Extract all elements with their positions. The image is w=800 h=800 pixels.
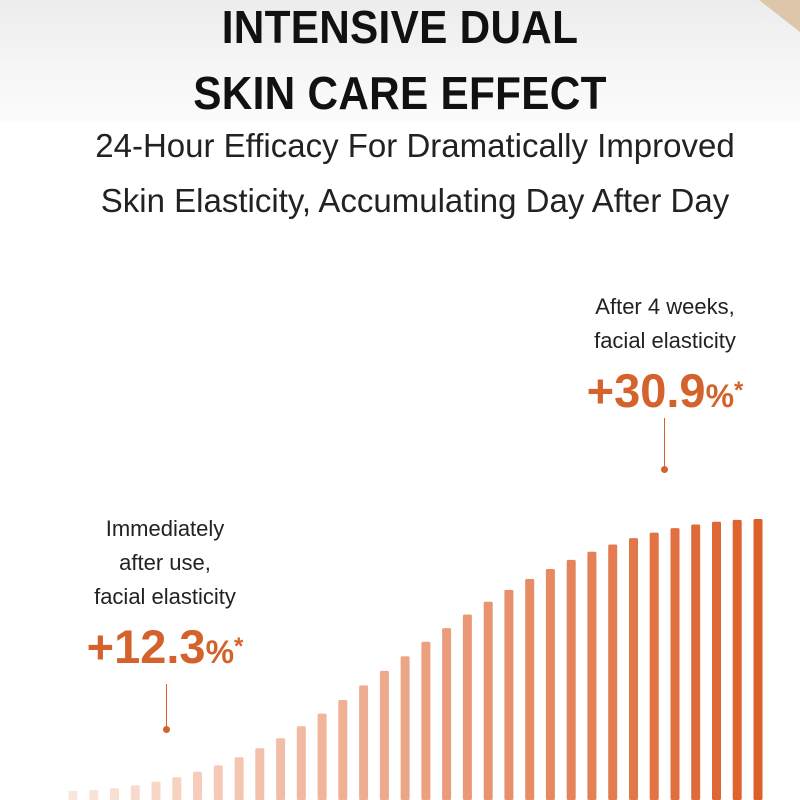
- callout-left-number: +12.3: [86, 620, 206, 673]
- chart-bar-7: [193, 771, 202, 800]
- callout-right-unit: %: [705, 378, 735, 414]
- chart-bar-27: [608, 544, 618, 800]
- chart-bar-20: [462, 614, 472, 800]
- chart-bar-5: [151, 781, 161, 800]
- chart-bar-12: [296, 726, 306, 800]
- chart-bar-14: [338, 700, 348, 800]
- callout-left-unit: %: [205, 634, 235, 670]
- chart-bar-34: [753, 519, 763, 800]
- chart-bar-24: [545, 569, 555, 800]
- chart-bar-6: [172, 777, 182, 800]
- subtitle-line-2: Skin Elasticity, Accumulating Day After …: [100, 182, 730, 219]
- chart-bar-18: [421, 641, 431, 800]
- page-title-line-1: INTENSIVE DUAL: [221, 1, 579, 53]
- callout-right-leader-line: [664, 418, 665, 468]
- callout-right-line-1: After 4 weeks,: [595, 294, 735, 319]
- callout-right-value: +30.9%*: [540, 366, 790, 421]
- chart-bar-30: [670, 528, 680, 800]
- chart-bar-31: [691, 524, 701, 800]
- chart-bar-23: [525, 579, 535, 800]
- chart-bar-9: [234, 757, 244, 800]
- callout-right-number: +30.9: [586, 364, 706, 417]
- callout-right-mark: *: [734, 377, 744, 404]
- chart-bar-3: [110, 788, 119, 800]
- chart-bar-2: [89, 790, 99, 800]
- callout-left-mark: *: [234, 633, 244, 660]
- chart-bar-26: [587, 551, 597, 800]
- callout-after-4-weeks: After 4 weeks, facial elasticity +30.9%*: [540, 290, 790, 421]
- chart-bar-28: [629, 538, 638, 800]
- chart-bar-32: [712, 521, 721, 800]
- chart-bar-13: [317, 713, 327, 800]
- chart-bar-33: [732, 519, 742, 800]
- callout-right-line-2: facial elasticity: [594, 328, 736, 353]
- chart-bar-16: [379, 670, 389, 800]
- chart-bar-25: [566, 559, 576, 800]
- callout-left-leader-dot: [163, 726, 170, 733]
- chart-bar-4: [130, 785, 140, 800]
- callout-left-leader-line: [166, 684, 167, 728]
- subtitle-line-1: 24-Hour Efficacy For Dramatically Improv…: [95, 127, 735, 164]
- chart-bar-21: [483, 601, 493, 800]
- page-title-line-2: SKIN CARE EFFECT: [193, 67, 607, 119]
- chart-bar-8: [213, 765, 223, 800]
- chart-bar-17: [400, 656, 410, 800]
- callout-left-value: +12.3%*: [40, 622, 290, 677]
- callout-left-line-3: facial elasticity: [94, 584, 236, 609]
- callout-left-line-1: Immediately: [105, 516, 225, 541]
- chart-bar-10: [255, 748, 265, 800]
- header-band: [0, 0, 800, 122]
- chart-bar-19: [442, 628, 452, 800]
- chart-bar-1: [68, 790, 78, 800]
- chart-bar-29: [649, 532, 659, 800]
- callout-immediately: Immediately after use, facial elasticity…: [40, 512, 290, 677]
- chart-bar-22: [504, 589, 514, 800]
- callout-right-leader-dot: [661, 466, 668, 473]
- chart-bar-15: [359, 685, 369, 800]
- chart-bar-11: [276, 738, 286, 800]
- callout-left-line-2: after use,: [119, 550, 211, 575]
